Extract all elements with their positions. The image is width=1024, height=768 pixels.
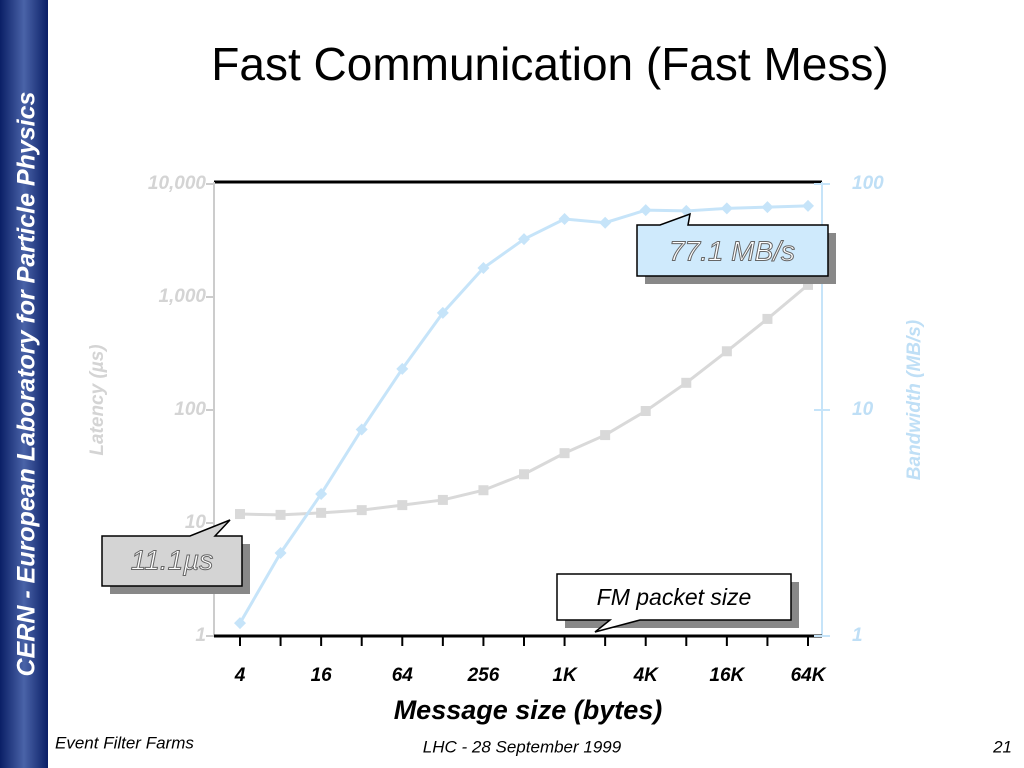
marker <box>681 377 692 388</box>
sidebar <box>0 0 48 768</box>
marker <box>761 201 774 214</box>
marker <box>519 469 529 480</box>
marker <box>640 405 651 416</box>
x-tick-label: 16K <box>709 665 745 686</box>
marker <box>235 509 245 520</box>
x-tick-label: 256 <box>467 665 500 686</box>
marker <box>762 313 773 324</box>
marker <box>234 617 246 630</box>
y2-axis-title: Bandwidth (MB/s) <box>904 320 925 480</box>
sidebar-text: CERN - European Laboratory for Particle … <box>13 91 41 676</box>
series-line <box>239 283 809 517</box>
y2-tick-label: 100 <box>852 173 884 194</box>
marker <box>356 505 367 516</box>
footer-left: Event Filter Farms <box>55 733 194 752</box>
marker <box>802 199 814 212</box>
marker <box>436 306 449 319</box>
y2-tick-label: 10 <box>852 399 874 420</box>
marker <box>720 202 733 215</box>
marker <box>518 233 530 246</box>
x-tick-label: 16 <box>311 665 333 686</box>
marker <box>803 279 813 290</box>
x-tick-label: 4 <box>234 665 246 686</box>
x-tick-label: 64 <box>392 665 414 686</box>
y-tick-label: 1,000 <box>158 286 206 307</box>
marker <box>478 485 489 496</box>
marker <box>600 430 611 441</box>
marker <box>477 261 490 274</box>
x-tick-label: 64K <box>791 665 827 686</box>
marker <box>315 487 328 500</box>
marker <box>558 213 571 226</box>
x-axis-title: Message size (bytes) <box>394 695 663 725</box>
annotation: 77.1 MB/s <box>669 235 795 266</box>
marker <box>396 362 409 375</box>
marker <box>437 494 448 505</box>
y-axis-title: Latency (µs) <box>87 344 108 455</box>
marker <box>397 500 408 511</box>
y-tick-label: 100 <box>174 399 206 420</box>
marker <box>721 346 732 357</box>
annotation: 11.1µs <box>131 544 214 575</box>
callout-latency: 11.1µs <box>101 519 250 594</box>
callout-bandwidth: 77.1 MB/s <box>636 212 836 284</box>
marker <box>275 509 286 520</box>
marker <box>599 216 612 229</box>
x-tick-label: 1K <box>552 665 578 686</box>
plot: 1 10 100 1,000 10,000 1 10 100 4 16 64 256 1K 4K 16K 64… <box>148 173 884 686</box>
footer-center: LHC - 28 September 1999 <box>423 737 622 756</box>
chart-title: Fast Communication (Fast Mess) <box>211 38 888 90</box>
y-tick-label: 10 <box>185 512 207 533</box>
x-tick-label: 4K <box>633 665 660 686</box>
marker <box>316 507 327 518</box>
marker <box>355 423 368 436</box>
y-tick-label: 10,000 <box>148 173 207 194</box>
y-tick-label: 1 <box>195 625 206 646</box>
annotation: FM packet size <box>597 584 752 610</box>
marker <box>639 204 652 217</box>
callout-packet: FM packet size <box>556 573 799 633</box>
page-number: 21 <box>992 737 1012 756</box>
marker <box>274 546 287 559</box>
y2-tick-label: 1 <box>852 625 863 646</box>
marker <box>559 448 570 459</box>
